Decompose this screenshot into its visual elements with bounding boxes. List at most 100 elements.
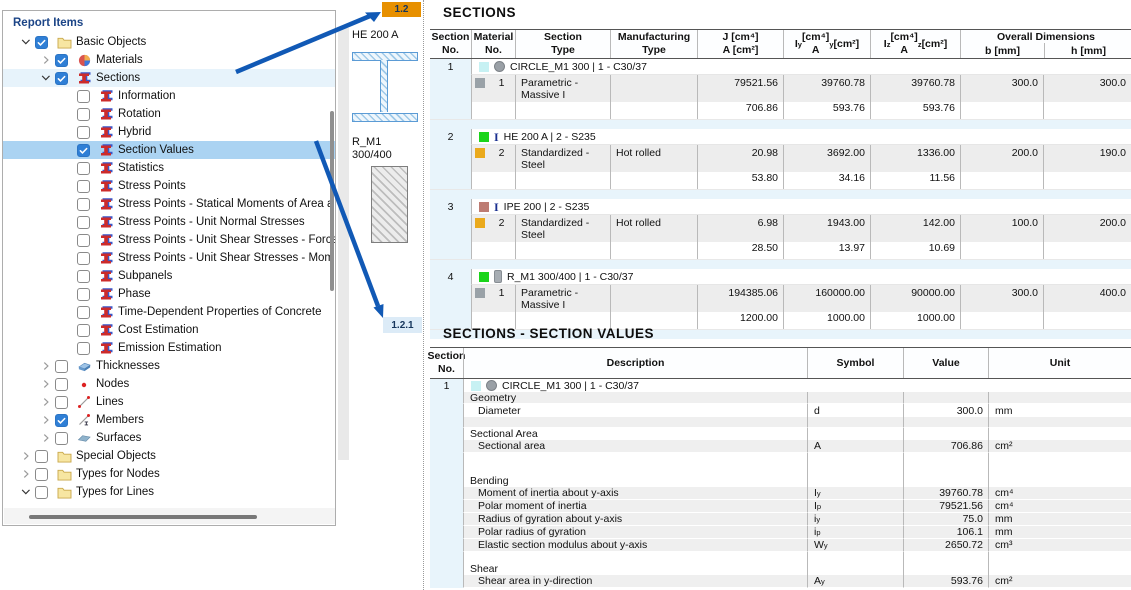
tree-item-cost-estimation[interactable]: Cost Estimation [3, 321, 335, 339]
chevron-right-icon[interactable] [17, 467, 35, 481]
checkbox[interactable] [77, 269, 90, 283]
tree-item-time-dependent-properties-of-concrete[interactable]: Time-Dependent Properties of Concrete [3, 303, 335, 321]
checkbox[interactable] [77, 215, 90, 229]
tree-item-types-for-lines[interactable]: Types for Lines [3, 483, 335, 501]
tree-item-thicknesses[interactable]: Thicknesses [3, 357, 335, 375]
circle-section-icon [486, 380, 497, 391]
b-cell: 300.0 [960, 75, 1043, 102]
chevron-down-icon[interactable] [17, 35, 35, 49]
tree-item-subpanels[interactable]: Subpanels [3, 267, 335, 285]
checkbox[interactable] [77, 161, 90, 175]
section-ref-badge-1-2-1[interactable]: 1.2.1 [383, 317, 422, 333]
checkbox[interactable] [77, 233, 90, 247]
tree-item-rotation[interactable]: Rotation [3, 105, 335, 123]
checkbox[interactable] [55, 359, 68, 373]
tree-item-lines[interactable]: Lines [3, 393, 335, 411]
chevron-right-icon[interactable] [37, 395, 55, 409]
tree-item-label: Basic Objects [76, 36, 147, 48]
material-no-cell: 1 [471, 75, 515, 102]
tree-item-statistics[interactable]: Statistics [3, 159, 335, 177]
unit-cell: cm² [988, 575, 1131, 588]
checkbox[interactable] [77, 287, 90, 301]
chevron-right-icon[interactable] [37, 413, 55, 427]
folder-icon [55, 485, 73, 500]
tree-item-stress-points-unit-normal-stresses[interactable]: Stress Points - Unit Normal Stresses [3, 213, 335, 231]
sections-table: Section No. Material No. Section Type Manuf… [430, 29, 1131, 339]
section-icon [97, 251, 115, 266]
section-type-cell: Standardized - Steel [515, 215, 610, 242]
unit-cell: cm³ [988, 539, 1131, 552]
material-no: 1 [498, 77, 505, 89]
Az-cell: 11.56 [870, 172, 960, 189]
line-icon [75, 395, 93, 410]
tree-item-information[interactable]: Information [3, 87, 335, 105]
tree-item-stress-points-unit-shear-stresses-force[interactable]: Stress Points - Unit Shear Stresses - Fo… [3, 231, 335, 249]
chevron-right-icon[interactable] [37, 377, 55, 391]
section-ref-badge-1-2[interactable]: 1.2 [382, 2, 421, 17]
tree-item-hybrid[interactable]: Hybrid [3, 123, 335, 141]
tree-item-emission-estimation[interactable]: Emission Estimation [3, 339, 335, 357]
chevron-right-icon[interactable] [37, 359, 55, 373]
table-row: 1 CIRCLE_M1 300 | 1 - C30/37 [430, 379, 1131, 392]
chevron-down-icon[interactable] [17, 485, 35, 499]
checkbox[interactable] [77, 305, 90, 319]
chevron-down-icon[interactable] [37, 71, 55, 85]
tree-item-sections[interactable]: Sections [3, 69, 335, 87]
tree-item-stress-points[interactable]: Stress Points [3, 177, 335, 195]
checkbox[interactable] [77, 341, 90, 355]
tree-item-nodes[interactable]: Nodes [3, 375, 335, 393]
tree-item-special-objects[interactable]: Special Objects [3, 447, 335, 465]
checkbox[interactable] [35, 467, 48, 481]
checkbox[interactable] [55, 395, 68, 409]
chevron-right-icon[interactable] [17, 449, 35, 463]
chevron-right-icon[interactable] [37, 431, 55, 445]
table-row: 4 R_M1 300/400 | 1 - C30/37 [430, 269, 1131, 285]
tree-item-stress-points-unit-shear-stresses-mom[interactable]: Stress Points - Unit Shear Stresses - Mo… [3, 249, 335, 267]
tree-item-stress-points-statical-moments-of-area-a[interactable]: Stress Points - Statical Moments of Area… [3, 195, 335, 213]
checkbox[interactable] [77, 251, 90, 265]
checkbox[interactable] [35, 485, 48, 499]
unit-cell: cm⁴ [988, 500, 1131, 513]
vertical-scrollbar-thumb[interactable] [330, 111, 334, 291]
checkbox[interactable] [77, 107, 90, 121]
tree-item-section-values[interactable]: Section Values [3, 141, 335, 159]
checkbox[interactable] [55, 413, 68, 427]
checkbox[interactable] [35, 449, 48, 463]
manufacturing-type-cell [610, 285, 697, 312]
checkbox[interactable] [55, 53, 68, 67]
checkbox[interactable] [35, 35, 48, 49]
section-no-cell: 1 [430, 379, 463, 392]
chevron-right-icon[interactable] [37, 53, 55, 67]
tree-item-surfaces[interactable]: Surfaces [3, 429, 335, 447]
tree-item-label: Types for Nodes [76, 468, 160, 480]
tree-item-materials[interactable]: Materials [3, 51, 335, 69]
checkbox[interactable] [77, 197, 90, 211]
expander-spacer [59, 233, 77, 247]
tree-item-members[interactable]: Members [3, 411, 335, 429]
tree-item-types-for-nodes[interactable]: Types for Nodes [3, 465, 335, 483]
table-row: Bending [430, 475, 1131, 487]
checkbox[interactable] [77, 179, 90, 193]
checkbox[interactable] [77, 89, 90, 103]
section-values-heading: SECTIONS - SECTION VALUES [443, 326, 655, 341]
checkbox[interactable] [55, 431, 68, 445]
material-color-chip [475, 288, 485, 298]
material-no: 2 [498, 217, 505, 229]
checkbox[interactable] [55, 71, 68, 85]
section-color-chip [479, 201, 489, 212]
tree-item-basic-objects[interactable]: Basic Objects [3, 33, 335, 51]
checkbox[interactable] [77, 143, 90, 157]
section-icon [97, 107, 115, 122]
horizontal-scrollbar-thumb[interactable] [29, 515, 257, 519]
description-cell: Shear area in y-direction [463, 575, 807, 588]
tree-item-phase[interactable]: Phase [3, 285, 335, 303]
material-color-chip [475, 78, 485, 88]
section-icon [97, 143, 115, 158]
checkbox[interactable] [77, 323, 90, 337]
checkbox[interactable] [55, 377, 68, 391]
checkbox[interactable] [77, 125, 90, 139]
